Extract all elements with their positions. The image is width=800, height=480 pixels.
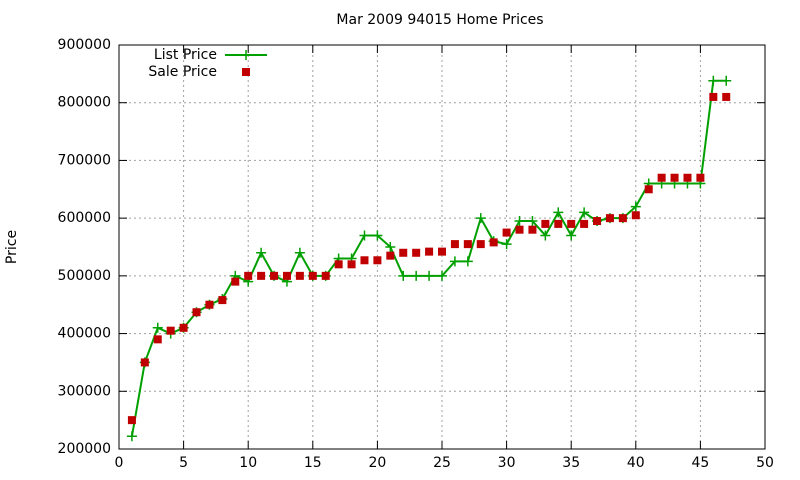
point (463, 240, 472, 249)
point (347, 260, 356, 269)
point (127, 416, 136, 425)
point (438, 247, 446, 256)
point (218, 296, 227, 305)
point (372, 230, 383, 241)
point (722, 92, 731, 101)
point (476, 240, 485, 249)
point (657, 173, 666, 182)
point (386, 251, 395, 260)
point (670, 173, 679, 182)
point (412, 248, 421, 257)
point (527, 216, 538, 227)
point (593, 217, 602, 226)
point (528, 225, 537, 234)
point (166, 326, 175, 335)
point (515, 225, 524, 234)
point (567, 219, 576, 228)
point (554, 219, 563, 228)
point (270, 271, 279, 280)
point (501, 239, 512, 250)
point (644, 185, 653, 194)
point (631, 211, 640, 220)
point (398, 270, 409, 281)
x-tick-label: 45 (691, 455, 709, 471)
legend-label: List Price (154, 47, 217, 63)
x-tick-label: 0 (115, 455, 124, 471)
point (696, 173, 705, 182)
point (541, 219, 550, 228)
x-tick-label: 15 (304, 455, 322, 471)
point (683, 173, 692, 182)
plot-frame (118, 44, 766, 450)
point (437, 270, 447, 281)
y-tick-label: 300000 (58, 383, 111, 399)
point (425, 247, 434, 256)
x-tick-label: 5 (179, 455, 188, 471)
y-tick-label: 200000 (58, 441, 111, 457)
point (514, 216, 525, 227)
point (359, 230, 370, 241)
point (140, 358, 149, 367)
point (153, 335, 162, 344)
point (295, 271, 304, 280)
legend-marker (241, 50, 251, 60)
point (566, 230, 577, 241)
point (411, 270, 422, 281)
x-tick-label: 35 (562, 455, 580, 471)
point (321, 271, 330, 280)
point (152, 322, 163, 333)
chart-title: Mar 2009 94015 Home Prices (336, 12, 543, 28)
x-tick-label: 40 (627, 455, 645, 471)
point (373, 256, 382, 265)
point (721, 75, 732, 86)
point (256, 247, 267, 258)
point (244, 271, 253, 280)
x-tick-label: 50 (756, 455, 774, 471)
point (192, 308, 201, 317)
point (308, 271, 317, 280)
x-tick-label: 10 (239, 455, 257, 471)
y-tick-label: 800000 (58, 95, 111, 111)
point (708, 75, 719, 86)
point (424, 270, 435, 281)
series-line (130, 79, 727, 437)
point (385, 242, 396, 252)
y-tick-label: 500000 (58, 268, 111, 284)
x-tick-label: 25 (433, 455, 451, 471)
point (399, 248, 408, 257)
point (605, 214, 614, 223)
point (630, 201, 641, 212)
y-tick-label: 900000 (58, 37, 111, 53)
y-tick-label: 600000 (58, 210, 111, 226)
legend-label: Sale Price (148, 64, 217, 80)
point (294, 247, 305, 258)
point (126, 431, 137, 442)
x-tick-label: 20 (368, 455, 386, 471)
point (334, 260, 343, 269)
point (709, 92, 718, 101)
point (179, 323, 188, 332)
point (553, 207, 564, 218)
point (205, 300, 214, 309)
y-tick-label: 700000 (58, 152, 111, 168)
point (618, 214, 627, 223)
point (282, 271, 291, 280)
point (231, 277, 240, 286)
point (360, 256, 369, 265)
point (450, 240, 459, 249)
y-axis-label: Price (4, 230, 20, 264)
point (462, 256, 473, 267)
legend-marker (242, 68, 250, 76)
x-tick-label: 30 (498, 455, 516, 471)
point (540, 230, 551, 241)
y-tick-label: 400000 (58, 326, 111, 342)
point (502, 228, 511, 237)
point (449, 256, 460, 267)
point (580, 219, 589, 228)
point (489, 238, 498, 247)
point (579, 207, 590, 218)
point (475, 213, 486, 224)
point (257, 271, 266, 280)
